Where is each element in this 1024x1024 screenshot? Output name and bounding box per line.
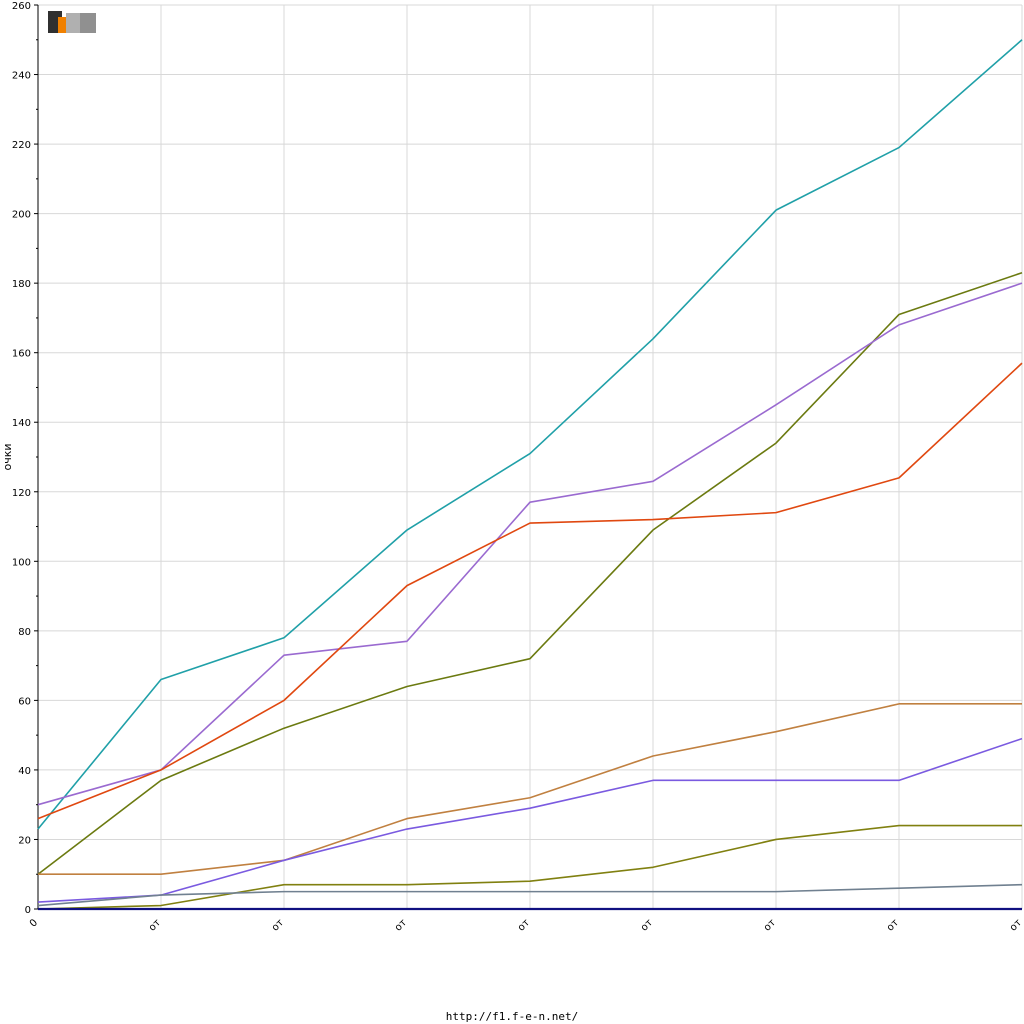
site-logo bbox=[46, 8, 100, 36]
x-tick-label: от bbox=[516, 917, 532, 933]
y-tick-label: 20 bbox=[18, 835, 31, 846]
x-tick-label: от bbox=[885, 917, 901, 933]
x-tick-label: от bbox=[1008, 917, 1024, 933]
series-line-5 bbox=[38, 703, 1022, 876]
y-tick-label: 120 bbox=[12, 488, 31, 499]
y-tick-label: 80 bbox=[18, 627, 31, 638]
y-tick-label: 180 bbox=[12, 279, 31, 290]
series-line-3 bbox=[37, 282, 1023, 806]
series-line-1 bbox=[37, 39, 1023, 830]
y-tick-label: 140 bbox=[12, 418, 31, 429]
y-tick-label: 0 bbox=[25, 905, 31, 916]
series-line-7 bbox=[37, 824, 1022, 910]
footer-url[interactable]: http://f1.f-e-n.net/ bbox=[445, 1010, 579, 1023]
y-tick-label: 100 bbox=[12, 557, 31, 568]
series-line-8 bbox=[37, 883, 1023, 907]
x-tick-label: от bbox=[639, 917, 655, 933]
x-tick-label: от bbox=[762, 917, 778, 933]
x-tick-label: от bbox=[393, 917, 409, 933]
y-tick-label: 40 bbox=[18, 766, 31, 777]
y-tick-label: 60 bbox=[18, 696, 31, 707]
x-tick-label: 0 bbox=[28, 917, 40, 929]
y-tick-label: 200 bbox=[12, 210, 31, 221]
y-tick-label: 220 bbox=[12, 140, 31, 151]
y-axis-title: очки bbox=[1, 443, 14, 470]
y-tick-label: 240 bbox=[12, 71, 31, 82]
y-tick-label: 160 bbox=[12, 349, 31, 360]
series-line-2 bbox=[37, 271, 1023, 875]
y-tick-label: 260 bbox=[12, 1, 31, 12]
series-line-6 bbox=[37, 737, 1023, 903]
x-tick-label: от bbox=[147, 917, 163, 933]
series-line-4 bbox=[37, 362, 1023, 820]
x-tick-label: от bbox=[270, 917, 286, 933]
